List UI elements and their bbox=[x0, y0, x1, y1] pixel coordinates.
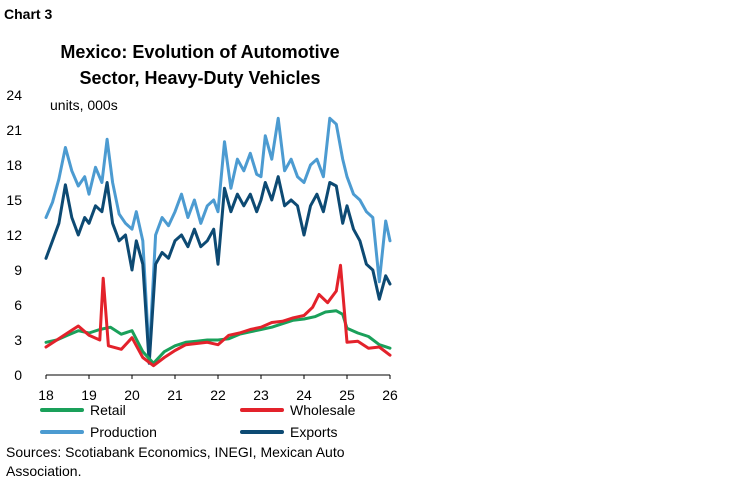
y-tick-label: 9 bbox=[14, 262, 22, 278]
legend-item-exports: Exports bbox=[240, 424, 337, 440]
y-axis-unit-label: units, 000s bbox=[50, 97, 118, 113]
y-tick-label: 15 bbox=[6, 192, 22, 208]
legend-label-wholesale: Wholesale bbox=[290, 402, 356, 418]
y-tick-label: 0 bbox=[14, 367, 22, 383]
series-line-production bbox=[44, 116, 392, 358]
y-tick-label: 18 bbox=[6, 157, 22, 173]
x-tick-label: 23 bbox=[253, 387, 269, 400]
legend-item-retail: Retail bbox=[40, 402, 126, 418]
series-line-retail bbox=[44, 309, 392, 365]
y-tick-label: 24 bbox=[6, 87, 22, 103]
chart-title-line1: Mexico: Evolution of Automotive bbox=[60, 42, 340, 62]
series-line-exports bbox=[44, 175, 392, 365]
series-line-wholesale bbox=[44, 263, 392, 368]
y-tick-label: 3 bbox=[14, 332, 22, 348]
y-tick-label: 21 bbox=[6, 122, 22, 138]
line-chart: units, 000s 0 3 6 9 12 15 18 21 24 18 19 20 21 22 23 24… bbox=[6, 87, 398, 400]
x-tick-label: 18 bbox=[38, 387, 54, 400]
x-tick-label: 25 bbox=[339, 387, 355, 400]
x-tick-label: 21 bbox=[167, 387, 183, 400]
x-tick-label: 26 bbox=[382, 387, 398, 400]
x-tick-label: 22 bbox=[210, 387, 226, 400]
legend-label-retail: Retail bbox=[90, 402, 126, 418]
legend-swatch-exports bbox=[240, 430, 284, 434]
y-tick-label: 6 bbox=[14, 297, 22, 313]
y-tick-label: 12 bbox=[6, 227, 22, 243]
legend-item-production: Production bbox=[40, 424, 157, 440]
chart-title-line2: Sector, Heavy-Duty Vehicles bbox=[79, 68, 321, 88]
legend-swatch-production bbox=[40, 430, 84, 434]
legend-label-exports: Exports bbox=[290, 424, 338, 440]
chart-label: Chart 3 bbox=[4, 6, 53, 22]
x-tick-label: 20 bbox=[124, 387, 140, 400]
legend-swatch-wholesale bbox=[240, 408, 284, 412]
legend-swatch-retail bbox=[40, 408, 84, 412]
legend-item-wholesale: Wholesale bbox=[240, 402, 355, 418]
x-tick-label: 19 bbox=[81, 387, 97, 400]
source-note: Sources: Scotiabank Economics, INEGI, Me… bbox=[6, 444, 345, 479]
legend-label-production: Production bbox=[90, 424, 157, 440]
x-tick-label: 24 bbox=[296, 387, 312, 400]
